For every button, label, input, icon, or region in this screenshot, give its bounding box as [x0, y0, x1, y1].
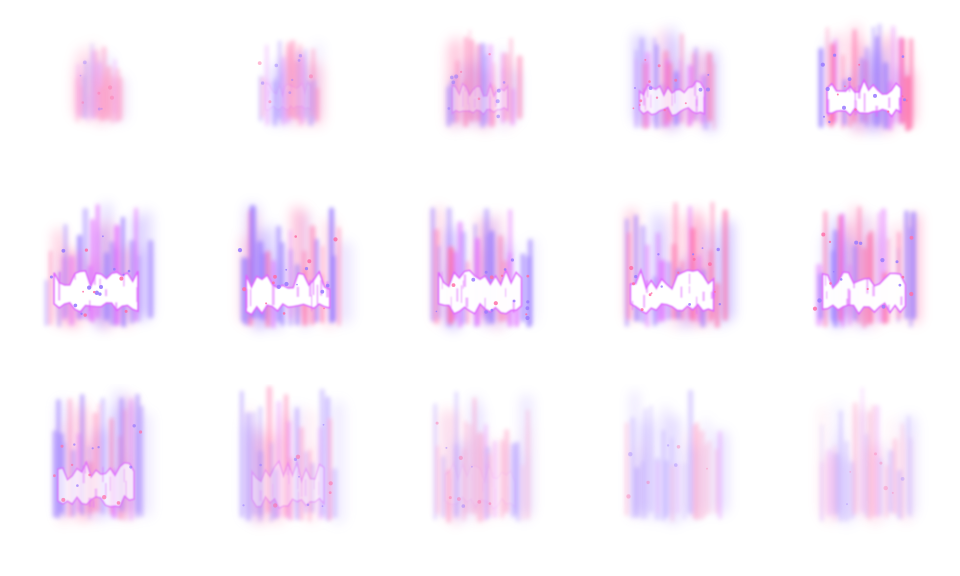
flame-sprite	[430, 206, 536, 331]
flame-sprite	[257, 39, 324, 128]
flame-frame-6	[0, 192, 192, 384]
flame-frame-5	[768, 0, 960, 192]
flame-sprite	[818, 23, 917, 134]
flame-frame-10	[768, 192, 960, 384]
flame-frame-14	[576, 384, 768, 576]
flame-sprite	[812, 205, 921, 330]
flame-frame-4	[576, 0, 768, 192]
flame-frame-2	[192, 0, 384, 192]
flame-sprite	[240, 385, 345, 525]
flame-frame-3	[384, 0, 576, 192]
flame-sprite	[625, 201, 735, 329]
flame-sprite	[624, 389, 729, 525]
flame-sprite	[446, 29, 523, 131]
flame-sprite	[433, 391, 533, 525]
flame-frame-15	[768, 384, 960, 576]
flame-frame-7	[192, 192, 384, 384]
flame-frame-9	[576, 192, 768, 384]
flame-sprite	[45, 203, 154, 330]
flame-sprite	[72, 43, 127, 126]
flame-sprite	[237, 203, 353, 330]
flame-frame-11	[0, 384, 192, 576]
flame-frame-1	[0, 0, 192, 192]
flame-sprite	[819, 387, 917, 525]
flame-frame-13	[384, 384, 576, 576]
flame-sprite	[632, 26, 718, 132]
flame-frame-12	[192, 384, 384, 576]
flame-frame-8	[384, 192, 576, 384]
flame-sprite	[52, 390, 152, 523]
